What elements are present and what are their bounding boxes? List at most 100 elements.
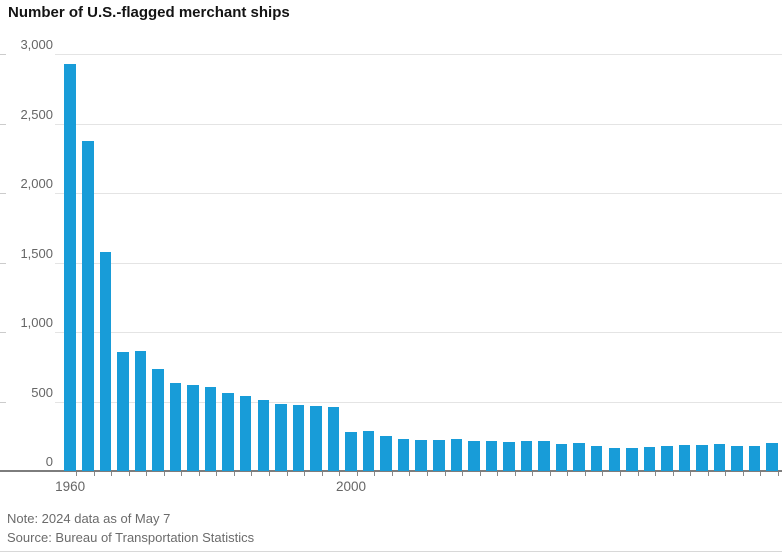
bar-1965 [82, 140, 94, 471]
bar-2010 [520, 440, 533, 471]
bar-2023 [748, 445, 761, 471]
x-axis-label-2000: 2000 [335, 479, 367, 494]
x-axis-tick-2012 [567, 472, 569, 476]
bar-2013 [573, 443, 585, 471]
bar-1999 [327, 406, 340, 471]
gridline-2000 [55, 193, 782, 194]
x-axis-tick-2000 [356, 472, 358, 476]
bar-1994 [239, 396, 252, 471]
y-axis-label-500: 500 [31, 384, 53, 400]
x-axis-tick-2007 [479, 472, 481, 476]
x-axis-tick-2019 [690, 472, 692, 476]
chart-title: Number of U.S.-flagged merchant ships [8, 4, 290, 21]
bar-2007 [468, 441, 480, 471]
y-axis-tick-2500 [0, 123, 6, 125]
x-axis-tick-2016 [637, 472, 639, 476]
bar-2021 [713, 444, 726, 471]
x-axis-line [0, 470, 782, 472]
x-axis-tick-1960 [75, 472, 77, 476]
bar-1980 [134, 350, 147, 471]
bar-2020 [696, 444, 708, 471]
bar-1993 [222, 393, 234, 471]
bar-2004 [415, 440, 427, 471]
y-axis-tick-1000 [0, 332, 6, 333]
x-axis-tick-1991 [198, 472, 200, 476]
x-axis-tick-2003 [409, 472, 411, 476]
y-axis-tick-2000 [0, 193, 6, 194]
x-axis-tick-2009 [514, 472, 516, 476]
bar-2003 [397, 438, 410, 471]
x-axis-tick-2023 [760, 472, 762, 476]
x-axis-tick-1980 [146, 472, 148, 476]
bar-2000 [345, 431, 357, 471]
x-axis-tick-2013 [584, 472, 586, 476]
bar-1991 [187, 384, 199, 471]
bar-2024 [766, 443, 778, 471]
x-axis-tick-2018 [672, 472, 674, 476]
plot-area: 0 500 1,000 1,500 2,000 2,500 3,000 1960 2000 [0, 37, 782, 494]
x-axis-tick-1965 [93, 472, 95, 476]
chart-note: Note: 2024 data as of May 7 [7, 511, 171, 526]
bar-2022 [731, 446, 743, 471]
x-axis-tick-1970 [111, 472, 113, 476]
x-axis-tick-1997 [304, 472, 306, 476]
bar-2005 [433, 439, 445, 471]
bar-1975 [117, 351, 129, 471]
x-axis-tick-1992 [216, 472, 218, 476]
bar-2006 [450, 439, 463, 471]
x-axis-tick-2017 [655, 472, 657, 476]
x-axis-label-1960: 1960 [55, 479, 86, 494]
x-axis-tick-1975 [128, 472, 130, 476]
y-axis-tick-1500 [0, 262, 6, 264]
bar-2018 [661, 445, 673, 471]
x-axis-tick-2022 [742, 472, 744, 476]
x-axis-tick-2005 [444, 472, 446, 476]
x-axis-tick-2008 [497, 472, 499, 476]
x-axis-tick-2015 [620, 472, 621, 476]
bar-2002 [380, 435, 392, 471]
y-axis-label-1000: 1,000 [20, 315, 53, 330]
bar-2016 [626, 448, 638, 471]
y-axis-tick-500 [0, 401, 6, 403]
x-axis-tick-1998 [321, 472, 323, 476]
x-axis-tick-2010 [532, 472, 534, 476]
y-axis-label-2000: 2,000 [20, 176, 53, 191]
bar-2011 [538, 441, 550, 471]
bar-2009 [503, 442, 515, 471]
x-axis-tick-1985 [163, 472, 165, 476]
bar-1997 [292, 404, 305, 471]
bar-2015 [608, 448, 620, 471]
bar-2001 [362, 430, 375, 471]
bar-2019 [678, 444, 691, 471]
x-axis-tick-2021 [725, 472, 727, 476]
chart-source: Source: Bureau of Transportation Statist… [7, 530, 255, 545]
y-axis-label-1500: 1,500 [20, 245, 53, 261]
bar-1996 [275, 404, 287, 471]
x-axis-tick-2024 [777, 472, 779, 476]
x-axis-tick-2014 [602, 472, 604, 476]
bar-1985 [152, 368, 164, 471]
bar-2008 [485, 440, 498, 471]
x-axis-tick-1995 [269, 472, 270, 476]
x-axis-tick-1993 [233, 472, 235, 476]
x-axis-tick-2006 [462, 472, 464, 476]
x-axis-tick-2002 [391, 472, 393, 476]
bar-2012 [555, 444, 568, 471]
bar-2017 [643, 446, 656, 471]
bar-1998 [310, 405, 322, 471]
gridline-1500 [55, 262, 782, 264]
gridline-1000 [55, 332, 782, 333]
bar-1995 [257, 400, 269, 471]
y-axis-label-3000: 3,000 [20, 37, 53, 52]
chart-footer: Note: 2024 data as of May 7 Source: Bure… [7, 509, 254, 547]
x-axis-tick-2001 [374, 472, 376, 476]
x-axis-tick-1990 [181, 472, 183, 476]
x-axis-tick-2020 [707, 472, 709, 476]
bar-1992 [204, 387, 217, 471]
x-axis-tick-2004 [426, 472, 428, 476]
bar-1990 [169, 382, 182, 471]
gridline-2500 [55, 123, 782, 125]
bar-1960 [64, 64, 76, 471]
bar-2014 [590, 446, 603, 471]
y-axis-label-2500: 2,500 [20, 106, 53, 122]
